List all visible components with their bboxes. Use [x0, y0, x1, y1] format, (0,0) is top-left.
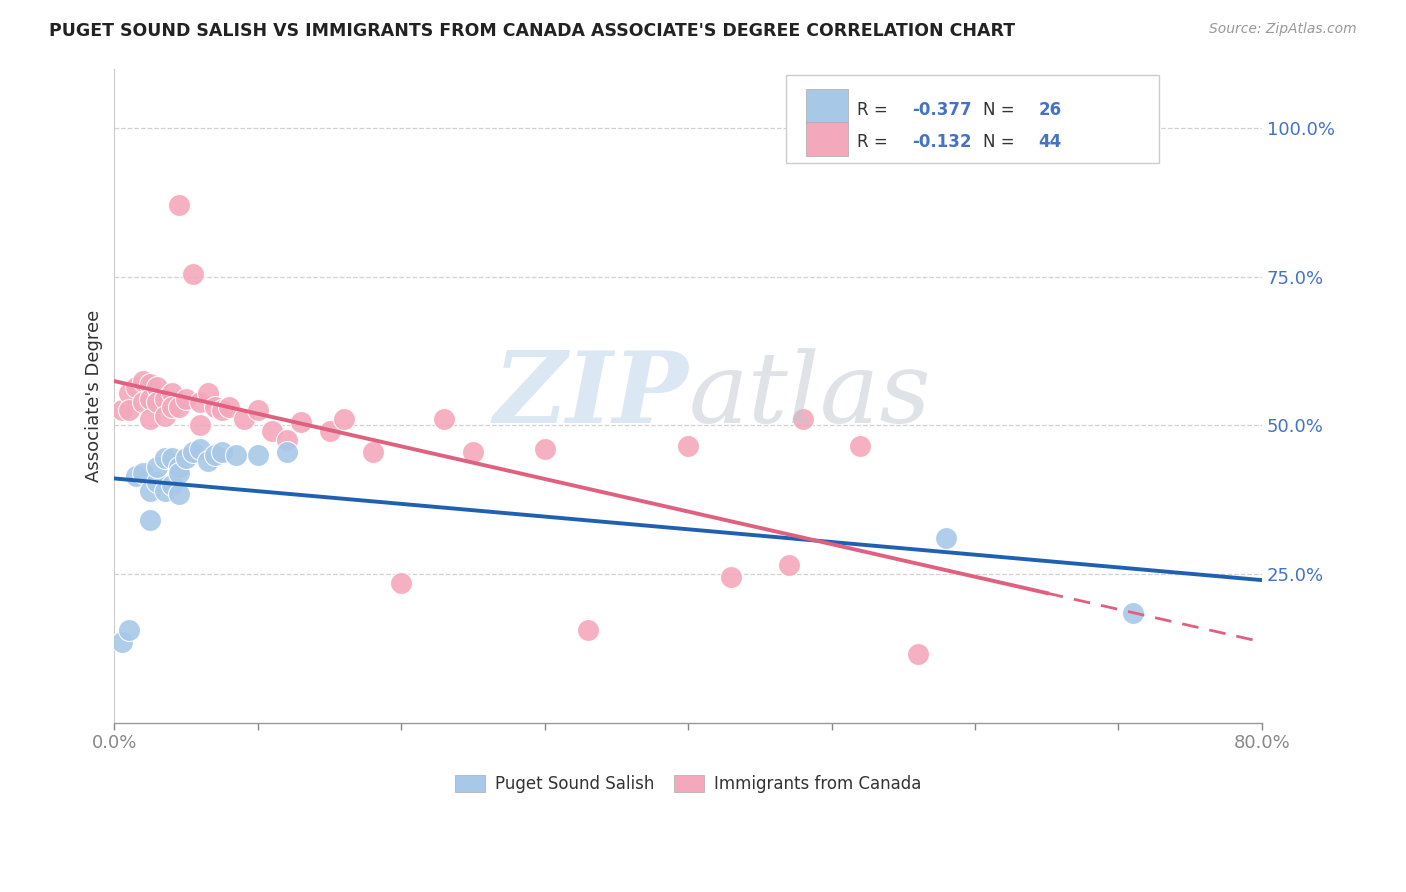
Point: [167, 459, 190, 474]
Point: [160, 401, 183, 415]
Text: 44: 44: [1038, 134, 1062, 152]
Point: [167, 466, 190, 480]
Point: [576, 624, 599, 638]
Text: Source: ZipAtlas.com: Source: ZipAtlas.com: [1209, 22, 1357, 37]
Point: [361, 445, 384, 459]
FancyBboxPatch shape: [807, 89, 848, 123]
Point: [174, 450, 197, 465]
Text: R =: R =: [856, 101, 893, 119]
Point: [167, 198, 190, 212]
Point: [433, 412, 456, 426]
Text: atlas: atlas: [688, 348, 931, 443]
Point: [276, 433, 298, 447]
Point: [461, 445, 484, 459]
Point: [181, 445, 204, 459]
Point: [246, 448, 269, 462]
Point: [276, 445, 298, 459]
Legend: Puget Sound Salish, Immigrants from Canada: Puget Sound Salish, Immigrants from Cana…: [454, 774, 921, 793]
Text: ZIP: ZIP: [494, 347, 688, 444]
Text: PUGET SOUND SALISH VS IMMIGRANTS FROM CANADA ASSOCIATE'S DEGREE CORRELATION CHAR: PUGET SOUND SALISH VS IMMIGRANTS FROM CA…: [49, 22, 1015, 40]
Text: N =: N =: [983, 134, 1019, 152]
Point: [118, 624, 141, 638]
Point: [190, 394, 212, 409]
Point: [146, 459, 169, 474]
Point: [533, 442, 555, 456]
Point: [720, 570, 742, 584]
Point: [146, 394, 169, 409]
Point: [197, 454, 219, 468]
Y-axis label: Associate's Degree: Associate's Degree: [86, 310, 103, 482]
Text: -0.377: -0.377: [912, 101, 972, 119]
Point: [132, 394, 155, 409]
Point: [907, 647, 929, 661]
Point: [262, 424, 284, 438]
Point: [181, 267, 204, 281]
Point: [125, 379, 148, 393]
Point: [139, 513, 162, 527]
Point: [167, 486, 190, 500]
Point: [204, 401, 226, 415]
Point: [1122, 606, 1144, 620]
Text: 26: 26: [1038, 101, 1062, 119]
Point: [333, 412, 356, 426]
Point: [190, 418, 212, 433]
Point: [118, 385, 141, 400]
Point: [153, 409, 176, 424]
Point: [167, 401, 190, 415]
Point: [849, 439, 872, 453]
Point: [118, 403, 141, 417]
Point: [225, 448, 247, 462]
Point: [160, 385, 183, 400]
Point: [153, 483, 176, 498]
Point: [139, 376, 162, 391]
Point: [778, 558, 800, 572]
Point: [676, 439, 699, 453]
Point: [174, 392, 197, 406]
Point: [211, 403, 233, 417]
Point: [160, 450, 183, 465]
Point: [935, 531, 957, 545]
Point: [139, 412, 162, 426]
Point: [290, 415, 312, 429]
Text: R =: R =: [856, 134, 893, 152]
Point: [190, 442, 212, 456]
Point: [197, 385, 219, 400]
Point: [153, 450, 176, 465]
Point: [125, 468, 148, 483]
Text: N =: N =: [983, 101, 1019, 119]
Point: [160, 477, 183, 491]
Point: [204, 448, 226, 462]
Point: [232, 412, 254, 426]
Point: [211, 445, 233, 459]
Point: [110, 635, 132, 649]
Point: [110, 403, 132, 417]
Point: [139, 483, 162, 498]
Point: [132, 466, 155, 480]
Point: [139, 392, 162, 406]
Point: [246, 403, 269, 417]
Point: [146, 379, 169, 393]
Point: [318, 424, 340, 438]
FancyBboxPatch shape: [807, 121, 848, 155]
Point: [389, 575, 412, 590]
Point: [132, 374, 155, 388]
Text: -0.132: -0.132: [912, 134, 972, 152]
FancyBboxPatch shape: [786, 75, 1159, 163]
Point: [792, 412, 814, 426]
Point: [153, 392, 176, 406]
Point: [218, 401, 240, 415]
Point: [146, 475, 169, 489]
